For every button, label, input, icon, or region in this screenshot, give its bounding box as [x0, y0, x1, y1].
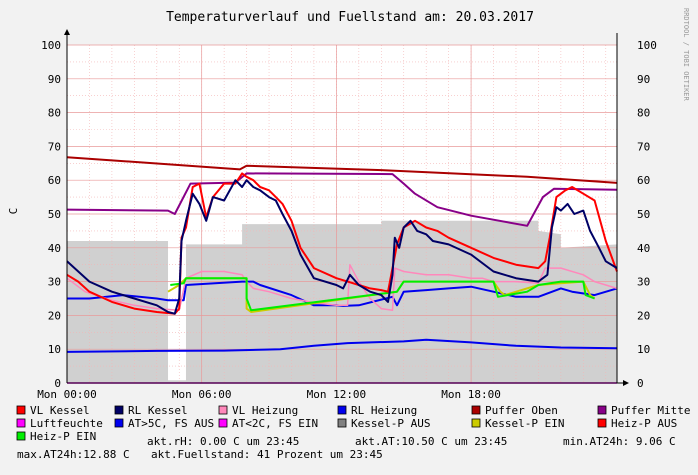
- x-tick-label: Mon 00:00: [37, 388, 97, 401]
- y-tick-label-right: 100: [637, 39, 657, 52]
- y-tick-label-right: 90: [637, 73, 650, 86]
- status-text: akt.AT:10.50 C um 23:45: [355, 435, 507, 448]
- y-tick-label-right: 0: [637, 377, 644, 390]
- y-tick-label: 10: [48, 343, 61, 356]
- legend-label: Heiz-P EIN: [30, 430, 96, 443]
- y-axis-label: C: [7, 208, 20, 215]
- y-tick-label-right: 60: [637, 174, 650, 187]
- legend-swatch: [16, 405, 26, 415]
- legend-label: AT<2C, FS EIN: [232, 417, 318, 430]
- x-tick-label: Mon 12:00: [307, 388, 367, 401]
- y-tick-label: 60: [48, 174, 61, 187]
- legend-swatch: [218, 418, 228, 428]
- x-tick-label: Mon 18:00: [441, 388, 501, 401]
- status-lines: akt.rH: 0.00 C um 23:45 akt.AT:10.50 C um…: [17, 435, 676, 461]
- legend-label: Kessel-P AUS: [351, 417, 430, 430]
- plot-area: 0 0 10 10 20 20 30 30 40 40 50 50 60 60 70 70 80 80 90 90 10…: [37, 29, 657, 401]
- y-tick-label-right: 40: [637, 242, 650, 255]
- y-tick-label: 70: [48, 140, 61, 153]
- legend-swatch: [337, 405, 347, 415]
- legend-label: Puffer Oben: [485, 404, 558, 417]
- legend-label: VL Kessel: [30, 404, 90, 417]
- status-text: min.AT24h: 9.06 C: [563, 435, 676, 448]
- y-tick-label-right: 30: [637, 276, 650, 289]
- y-tick-label: 100: [41, 39, 61, 52]
- humidity-area: [67, 220, 617, 383]
- legend-swatch: [16, 418, 26, 428]
- y-tick-label: 0: [54, 377, 61, 390]
- legend-swatch: [471, 405, 481, 415]
- series-line-puffer-oben: [66, 156, 618, 184]
- legend-swatch: [218, 405, 228, 415]
- legend-label: Puffer Mitte: [611, 404, 690, 417]
- legend-label: RL Heizung: [351, 404, 417, 417]
- legend-swatch: [337, 418, 347, 428]
- y-tick-label-right: 50: [637, 208, 650, 221]
- series-line-puffer-mitte: [66, 172, 618, 227]
- series-line-heiz-p-ein: [170, 277, 595, 312]
- y-axis-arrow: [64, 29, 70, 35]
- series-line-rl-kessel: [66, 179, 618, 315]
- y-tick-label-right: 70: [637, 140, 650, 153]
- series-line-vl-heizung: [66, 263, 618, 312]
- legend-swatch: [114, 405, 124, 415]
- y-tick-label-right: 20: [637, 309, 650, 322]
- legend-label: VL Heizung: [232, 404, 298, 417]
- y-tick-label: 50: [48, 208, 61, 221]
- legend-label: AT>5C, FS AUS: [128, 417, 214, 430]
- legend-label: Luftfeuchte: [30, 417, 103, 430]
- x-axis-arrow: [623, 380, 629, 386]
- legend-swatch: [16, 431, 26, 441]
- y-tick-label: 90: [48, 73, 61, 86]
- y-tick-label-right: 10: [637, 343, 650, 356]
- legend: VL Kessel RL Kessel VL Heizung RL Heizung Pu…: [16, 404, 690, 443]
- legend-label: Heiz-P AUS: [611, 417, 677, 430]
- status-text: max.AT24h:12.88 C: [17, 448, 130, 461]
- status-text: akt.Fuellstand: 41 Prozent um 23:45: [151, 448, 383, 461]
- legend-swatch: [597, 418, 607, 428]
- x-tick-label: Mon 06:00: [172, 388, 232, 401]
- chart-title: Temperaturverlauf und Fuellstand am: 20.…: [166, 10, 534, 25]
- legend-label: RL Kessel: [128, 404, 188, 417]
- y-tick-label: 20: [48, 309, 61, 322]
- status-text: akt.rH: 0.00 C um 23:45: [147, 435, 299, 448]
- legend-label: Kessel-P EIN: [485, 417, 564, 430]
- legend-swatch: [597, 405, 607, 415]
- y-tick-label: 80: [48, 107, 61, 120]
- series-line-rl-heizung: [67, 280, 618, 307]
- y-tick-label: 30: [48, 276, 61, 289]
- watermark: RRDTOOL / TOBI OETIKER: [682, 8, 690, 102]
- legend-swatch: [114, 418, 124, 428]
- legend-swatch: [471, 418, 481, 428]
- y-tick-label-right: 80: [637, 107, 650, 120]
- series-line-at-5c-line: [66, 338, 618, 353]
- y-tick-label: 40: [48, 242, 61, 255]
